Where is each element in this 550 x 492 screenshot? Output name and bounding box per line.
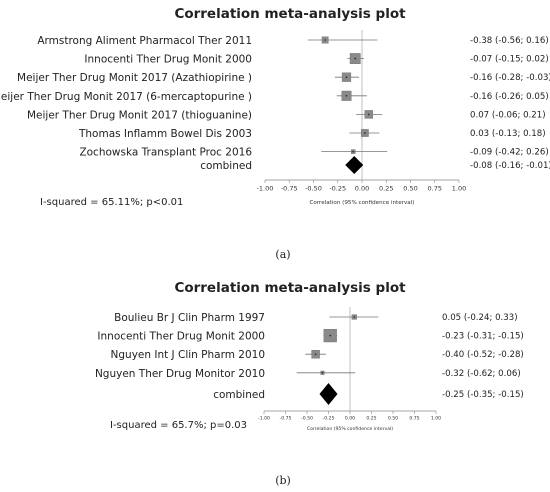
study-label: Meijer Ther Drug Monit 2017 (Azathiopiri…: [17, 72, 252, 84]
study-point: [367, 113, 370, 116]
x-tick-label: 1.00: [452, 185, 466, 193]
panel-label: (a): [275, 248, 290, 261]
study-ci-text: -0.38 (-0.56; 0.16): [470, 36, 549, 46]
forest-plot-panel-a: Correlation meta-analysis plot Armstrong …: [0, 6, 550, 261]
study-label: Zochowska Transplant Proc 2016: [79, 147, 252, 159]
x-axis-label: Correlation (95% confidence interval): [307, 426, 393, 432]
panel-label: (b): [275, 474, 291, 487]
study-label: Armstrong Aliment Pharmacol Ther 2011: [37, 35, 252, 47]
x-tick-label: 0.25: [366, 416, 376, 422]
study-point: [324, 39, 326, 41]
chart-title: Correlation meta-analysis plot: [174, 280, 406, 296]
study-point: [354, 57, 357, 60]
study-label: Nguyen Int J Clin Pharm 2010: [111, 349, 265, 361]
x-tick-label: -0.50: [301, 416, 313, 422]
x-tick-label: -0.75: [281, 185, 298, 193]
x-tick-label: 0.25: [379, 185, 393, 193]
x-tick-label: 0.75: [409, 416, 419, 422]
study-label: Innocenti Ther Drug Monit 2000: [84, 54, 252, 66]
study-ci-text: -0.23 (-0.31; -0.15): [442, 332, 524, 342]
study-ci-text: -0.16 (-0.26; 0.05): [470, 92, 549, 102]
combined-ci-text: -0.08 (-0.16; -0.01): [470, 161, 550, 171]
heterogeneity-stat: I-squared = 65.11%; p<0.01: [40, 197, 183, 208]
x-tick-label: 1.00: [431, 416, 441, 422]
study-ci-text: -0.32 (-0.62; 0.06): [442, 369, 521, 379]
study-label: Meijer Ther Drug Monit 2017 (thioguanine…: [27, 109, 252, 121]
study-point: [345, 95, 348, 97]
study-ci-text: -0.07 (-0.15; 0.02): [470, 55, 549, 65]
x-tick-label: -0.50: [305, 185, 322, 193]
x-tick-label: 0.75: [428, 185, 442, 193]
x-tick-label: -0.25: [329, 185, 346, 193]
study-label: Innocenti Ther Drug Monit 2000: [97, 331, 265, 343]
study-point: [329, 334, 332, 337]
study-label: Thomas Inflamm Bowel Dis 2003: [78, 128, 252, 140]
study-ci-text: -0.09 (-0.42; 0.26): [470, 148, 549, 158]
combined-effect-diamond: [319, 383, 338, 405]
study-ci-text: 0.07 (-0.06; 0.21): [470, 110, 546, 120]
x-tick-label: 0.50: [403, 185, 417, 193]
study-point: [314, 353, 317, 356]
study-ci-text: 0.03 (-0.13; 0.18): [470, 129, 546, 139]
x-tick-label: -1.00: [258, 416, 270, 422]
forest-plot-panel-b: Correlation meta-analysis plot Boulieu Br…: [95, 280, 524, 487]
x-tick-label: 0.00: [355, 185, 369, 193]
study-point: [345, 76, 348, 78]
chart-title: Correlation meta-analysis plot: [174, 6, 406, 22]
x-tick-label: 0.50: [388, 416, 398, 422]
heterogeneity-stat: I-squared = 65.7%; p=0.03: [110, 420, 247, 431]
study-point: [364, 132, 366, 134]
study-point: [352, 150, 355, 153]
study-ci-text: 0.05 (-0.24; 0.33): [442, 313, 518, 323]
combined-label: combined: [200, 160, 252, 172]
study-label: Meijer Ther Drug Monit 2017 (6-mercaptop…: [0, 91, 252, 103]
study-label: Nguyen Ther Drug Monitor 2010: [95, 368, 265, 380]
study-ci-text: -0.16 (-0.28; -0.03): [470, 73, 550, 83]
study-ci-text: -0.40 (-0.52; -0.28): [442, 350, 524, 360]
x-tick-label: -0.75: [280, 416, 292, 422]
combined-effect-diamond: [345, 156, 364, 174]
combined-ci-text: -0.25 (-0.35; -0.15): [442, 390, 524, 400]
study-point: [321, 372, 324, 374]
x-tick-label: 0.00: [345, 416, 355, 422]
x-tick-label: -1.00: [257, 185, 274, 193]
study-point: [353, 316, 356, 318]
x-tick-label: -0.25: [323, 416, 335, 422]
study-label: Boulieu Br J Clin Pharm 1997: [114, 312, 265, 324]
x-axis-label: Correlation (95% confidence interval): [310, 200, 415, 206]
combined-label: combined: [213, 389, 265, 401]
